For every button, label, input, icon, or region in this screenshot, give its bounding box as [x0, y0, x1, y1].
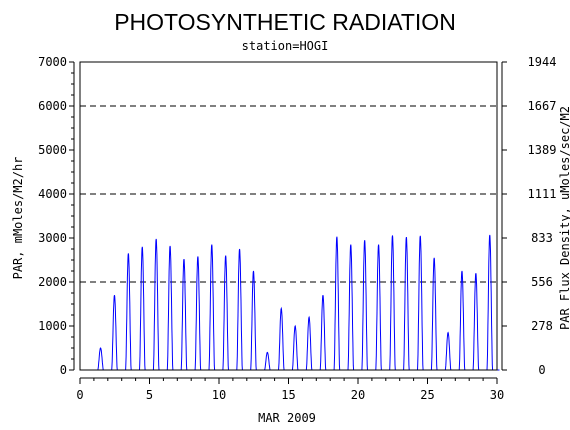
y-axis-left: 0 1000 2000 3000 4000 5000 6000 7000: [38, 55, 75, 377]
x-tick-label: 10: [212, 388, 226, 402]
data-series: [93, 234, 500, 371]
y-right-tick-label: 0: [538, 363, 545, 377]
y-left-tick-label: 7000: [38, 55, 67, 69]
x-tick-label: 25: [420, 388, 434, 402]
x-axis-label: MAR 2009: [258, 411, 316, 425]
y-axis-label-right: PAR Flux Density, uMoles/sec/M2: [558, 106, 570, 330]
plot-frame: [79, 61, 498, 371]
x-tick-label: 30: [490, 388, 504, 402]
y-left-tick-label: 5000: [38, 143, 67, 157]
y-left-tick-label: 4000: [38, 187, 67, 201]
x-tick-label: 5: [146, 388, 153, 402]
y-right-tick-label: 1111: [528, 187, 557, 201]
y-right-tick-label: 1944: [528, 55, 557, 69]
y-right-tick-label: 1667: [528, 99, 557, 113]
y-left-tick-label: 1000: [38, 319, 67, 333]
y-right-tick-label: 1389: [528, 143, 557, 157]
y-left-tick-label: 3000: [38, 231, 67, 245]
chart-subtitle: station=HOGI: [242, 39, 329, 53]
x-tick-label: 15: [281, 388, 295, 402]
y-axis-label-left: PAR, mMoles/M2/hr: [11, 157, 25, 280]
x-tick-label: 0: [76, 388, 83, 402]
par-series-line: [93, 234, 500, 371]
x-tick-label: 20: [351, 388, 365, 402]
y-left-tick-label: 0: [60, 363, 67, 377]
y-right-tick-label: 556: [531, 275, 553, 289]
chart-title: PHOTOSYNTHETIC RADIATION: [114, 9, 456, 35]
y-right-tick-label: 278: [531, 319, 553, 333]
y-axis-right: 0 278 556 833 1111 1389 1667 1944: [501, 55, 557, 377]
y-left-tick-label: 6000: [38, 99, 67, 113]
y-left-tick-label: 2000: [38, 275, 67, 289]
x-axis: 0 5 10 15 20 25 30: [76, 377, 504, 402]
y-right-tick-label: 833: [531, 231, 553, 245]
